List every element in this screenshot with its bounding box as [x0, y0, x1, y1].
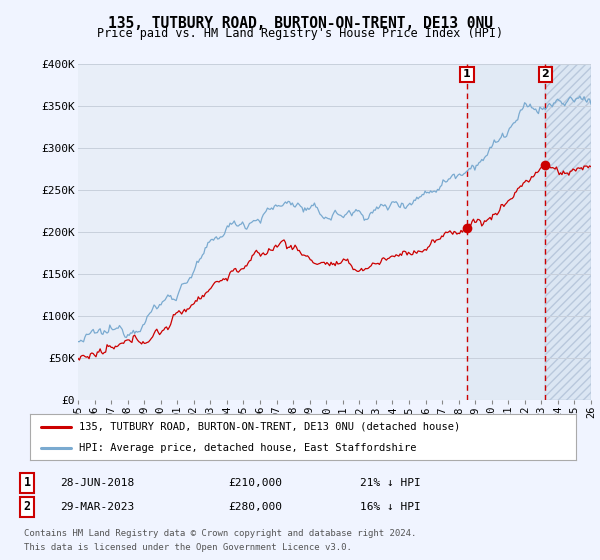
Text: This data is licensed under the Open Government Licence v3.0.: This data is licensed under the Open Gov…: [24, 543, 352, 552]
Text: 21% ↓ HPI: 21% ↓ HPI: [360, 478, 421, 488]
Text: HPI: Average price, detached house, East Staffordshire: HPI: Average price, detached house, East…: [79, 443, 416, 453]
Bar: [545, 64, 591, 400]
Text: 29-MAR-2023: 29-MAR-2023: [60, 502, 134, 512]
Bar: [545, 64, 591, 400]
Bar: [467, 64, 545, 400]
Text: Price paid vs. HM Land Registry's House Price Index (HPI): Price paid vs. HM Land Registry's House …: [97, 27, 503, 40]
Text: 1: 1: [23, 476, 31, 489]
Text: 2: 2: [542, 69, 550, 80]
Text: £210,000: £210,000: [228, 478, 282, 488]
Text: 2: 2: [23, 500, 31, 514]
Text: Contains HM Land Registry data © Crown copyright and database right 2024.: Contains HM Land Registry data © Crown c…: [24, 529, 416, 538]
Text: 1: 1: [463, 69, 471, 80]
Text: 16% ↓ HPI: 16% ↓ HPI: [360, 502, 421, 512]
Text: £280,000: £280,000: [228, 502, 282, 512]
Text: 28-JUN-2018: 28-JUN-2018: [60, 478, 134, 488]
Text: 135, TUTBURY ROAD, BURTON-ON-TRENT, DE13 0NU (detached house): 135, TUTBURY ROAD, BURTON-ON-TRENT, DE13…: [79, 422, 460, 432]
Text: 135, TUTBURY ROAD, BURTON-ON-TRENT, DE13 0NU: 135, TUTBURY ROAD, BURTON-ON-TRENT, DE13…: [107, 16, 493, 31]
